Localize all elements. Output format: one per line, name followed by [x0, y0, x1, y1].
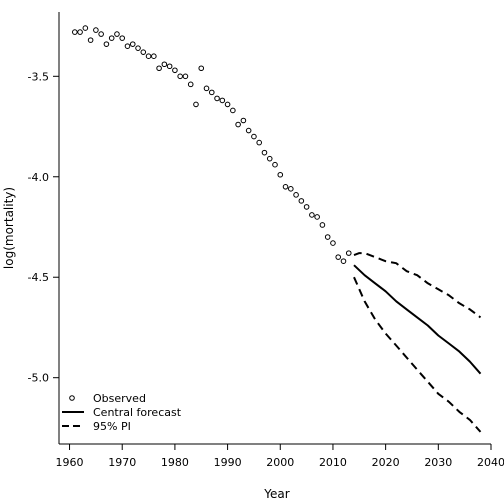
observed-point — [235, 121, 241, 128]
observed-point — [129, 41, 136, 47]
observed-point — [156, 65, 162, 72]
observed-point — [335, 254, 342, 260]
observed-point — [182, 73, 189, 80]
observed-point — [261, 149, 268, 156]
observed-point — [256, 139, 262, 146]
observed-point — [230, 107, 236, 114]
x-tick-label: 1990 — [214, 456, 242, 469]
observed-point — [319, 222, 326, 228]
observed-point — [124, 43, 131, 49]
x-tick-label: 2010 — [319, 456, 347, 469]
observed-point — [166, 63, 173, 70]
observed-point — [103, 41, 110, 47]
observed-point — [277, 171, 284, 178]
observed-point — [98, 31, 104, 37]
observed-point — [251, 133, 257, 140]
pi-upper-line — [353, 252, 482, 319]
observed-point — [161, 61, 168, 68]
observed-point — [82, 25, 89, 31]
observed-point — [340, 258, 347, 264]
observed-point — [282, 184, 289, 190]
observed-point — [151, 53, 157, 60]
axes: 1960 1970 1980 1990 2000 2010 2020 2030 2040 -3.5… — [28, 12, 504, 469]
observed-point — [119, 35, 126, 41]
observed-point — [93, 27, 99, 33]
observed-point — [72, 29, 78, 35]
observed-point — [108, 35, 115, 41]
x-tick-label: 2020 — [372, 456, 400, 469]
observed-point — [245, 127, 252, 134]
observed-point — [345, 250, 352, 256]
observed-point — [330, 240, 336, 246]
observed-point — [172, 67, 178, 74]
observed-point — [214, 95, 220, 102]
observed-point — [303, 204, 310, 210]
legend-label: Central forecast — [93, 406, 182, 419]
observed-point — [314, 214, 320, 220]
observed-point — [240, 117, 247, 124]
legend-observed-symbol — [69, 395, 75, 401]
observed-point — [87, 37, 94, 43]
observed-point — [309, 212, 315, 218]
x-tick-label: 2040 — [477, 456, 504, 469]
observed-point — [293, 192, 299, 198]
plot-area — [72, 25, 482, 433]
observed-point — [272, 161, 278, 168]
observed-point — [203, 85, 210, 92]
x-tick-label: 2030 — [424, 456, 452, 469]
observed-point — [145, 53, 152, 60]
observed-point — [219, 97, 226, 104]
x-tick-label: 2000 — [266, 456, 294, 469]
legend-label: Observed — [93, 392, 146, 405]
observed-point — [177, 73, 183, 80]
x-tick-label: 1960 — [56, 456, 84, 469]
x-axis-title: Year — [263, 487, 289, 501]
observed-point — [288, 186, 294, 192]
observed-point — [224, 101, 231, 108]
observed-point — [208, 89, 215, 96]
observed-point — [298, 198, 305, 204]
observed-point — [77, 29, 83, 35]
central-forecast-line — [353, 264, 482, 375]
observed-point — [187, 81, 194, 88]
observed-point — [135, 45, 141, 51]
x-tick-label: 1980 — [161, 456, 189, 469]
y-tick-label: -4.0 — [28, 171, 49, 184]
pi-lower-line — [353, 276, 482, 433]
y-tick-label: -3.5 — [28, 70, 49, 83]
legend-label: 95% PI — [93, 420, 131, 433]
observed-point — [140, 49, 147, 55]
x-tick-label: 1970 — [108, 456, 136, 469]
observed-point — [114, 31, 120, 37]
observed-point — [324, 234, 331, 240]
y-tick-label: -5.0 — [28, 372, 49, 385]
observed-point — [266, 155, 273, 162]
y-axis-title: log(mortality) — [2, 187, 16, 269]
observed-point — [198, 65, 205, 72]
y-tick-label: -4.5 — [28, 271, 49, 284]
observed-point — [193, 101, 199, 108]
